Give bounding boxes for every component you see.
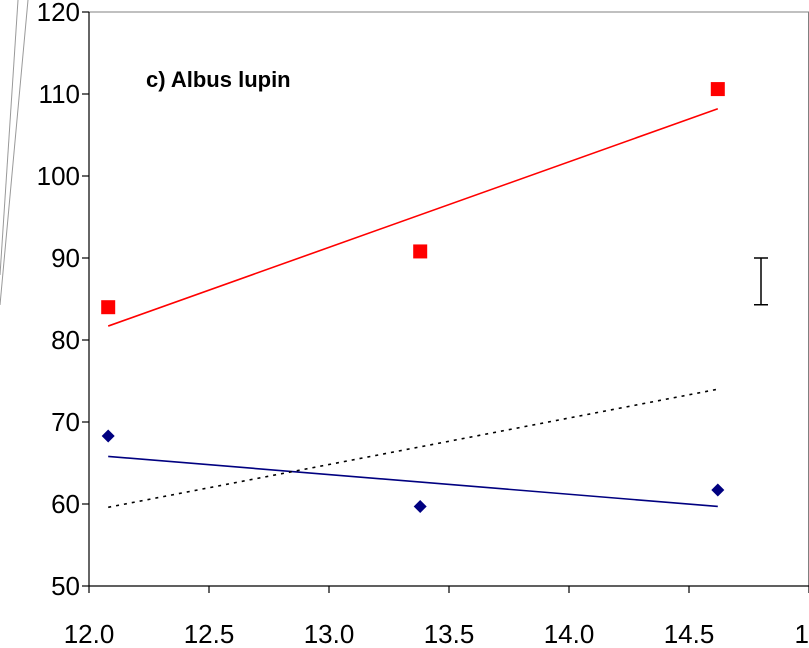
data-point-diamond [413, 499, 427, 513]
x-tick-label: 15 [795, 619, 809, 648]
x-tick-label: 14.5 [664, 619, 715, 648]
y-tick-label: 60 [51, 489, 80, 519]
trend-line-2 [108, 455, 718, 508]
trend-line-3 [108, 388, 718, 509]
y-tick-label: 90 [51, 243, 80, 273]
data-point-square [413, 244, 428, 259]
x-tick-label: 12.5 [184, 619, 235, 648]
x-tick-label: 14.0 [544, 619, 595, 648]
y-axis-tick-labels: 50 60 70 80 90 100 110 120 [37, 0, 80, 601]
data-points [101, 82, 725, 513]
y-tick-label: 70 [51, 407, 80, 437]
y-axis-ticks [82, 11, 89, 587]
x-axis-tick-labels: 12.0 12.5 13.0 13.5 14.0 14.5 15 [64, 619, 809, 648]
x-axis-ticks [88, 586, 809, 593]
y-tick-label: 80 [51, 325, 80, 355]
data-point-diamond [711, 483, 725, 497]
y-tick-label: 50 [51, 571, 80, 601]
error-bar [754, 257, 768, 306]
x-tick-label: 12.0 [64, 619, 115, 648]
data-point-square [710, 82, 725, 97]
trend-line-1 [107, 108, 719, 327]
trend-lines [107, 108, 719, 509]
y-tick-label: 110 [39, 79, 80, 109]
y-tick-label: 100 [37, 161, 80, 191]
data-point-diamond [101, 429, 115, 443]
plot-frame [89, 11, 809, 586]
x-tick-label: 13.0 [304, 619, 355, 648]
chart-title: c) Albus lupin [146, 67, 291, 92]
pane-edge-decoration [0, 0, 29, 306]
y-tick-label: 120 [37, 0, 80, 27]
x-tick-label: 13.5 [424, 619, 475, 648]
data-point-square [101, 300, 116, 315]
